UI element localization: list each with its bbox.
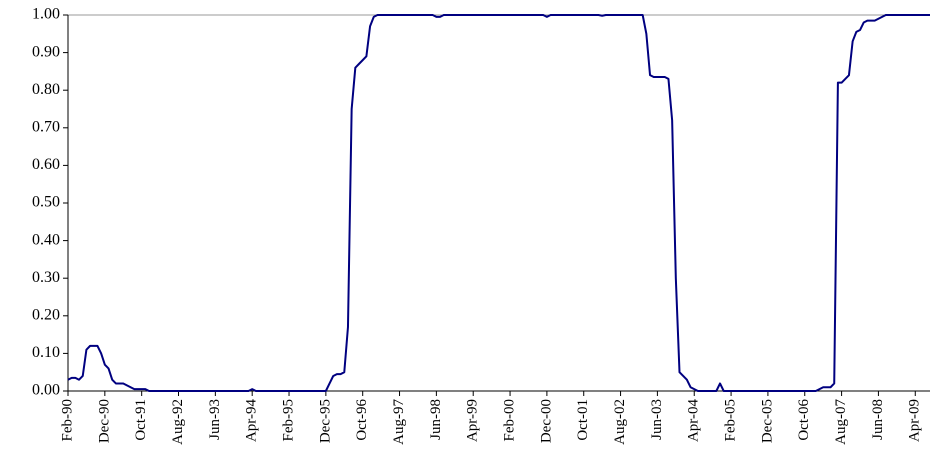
x-tick-label: Jun-03 <box>649 399 665 440</box>
x-tick-label: Aug-97 <box>391 399 407 445</box>
x-tick-label: Jun-08 <box>870 399 886 440</box>
x-tick-label: Feb-05 <box>723 399 739 442</box>
y-tick-label: 0.30 <box>32 269 60 286</box>
y-tick-label: 0.10 <box>32 344 60 361</box>
x-tick-label: Apr-99 <box>465 399 481 442</box>
y-tick-label: 0.20 <box>32 306 60 323</box>
x-tick-label: Aug-07 <box>833 399 849 445</box>
x-tick-label: Dec-90 <box>96 399 112 443</box>
x-tick-label: Apr-04 <box>686 399 702 443</box>
data-line <box>67 14 930 392</box>
y-tick-label: 0.90 <box>32 43 60 60</box>
y-tick-label: 0.70 <box>32 118 60 135</box>
x-tick-label: Aug-02 <box>612 399 628 445</box>
y-tick-label: 0.50 <box>32 194 60 211</box>
x-tick-label: Oct-96 <box>354 399 370 441</box>
x-tick-label: Aug-92 <box>170 399 186 445</box>
x-tick-label: Feb-95 <box>280 399 296 442</box>
x-tick-label: Jun-98 <box>428 399 444 440</box>
y-tick-label: 0.60 <box>32 156 60 173</box>
x-tick-label: Feb-00 <box>501 399 517 442</box>
x-tick-label: Apr-94 <box>244 399 260 443</box>
y-tick-label: 0.80 <box>32 81 60 98</box>
y-tick-label: 0.00 <box>32 382 60 399</box>
x-tick-label: Oct-01 <box>575 399 591 441</box>
x-tick-label: Apr-09 <box>907 399 923 442</box>
x-tick-label: Feb-90 <box>59 399 75 442</box>
y-tick-label: 0.40 <box>32 231 60 248</box>
x-tick-label: Dec-05 <box>759 399 775 443</box>
x-tick-label: Jun-93 <box>207 399 223 440</box>
x-tick-label: Oct-91 <box>133 399 149 441</box>
x-tick-label: Dec-95 <box>317 399 333 443</box>
y-tick-label: 1.00 <box>32 6 60 23</box>
x-tick-label: Oct-06 <box>796 399 812 441</box>
x-tick-label: Dec-00 <box>538 399 554 443</box>
